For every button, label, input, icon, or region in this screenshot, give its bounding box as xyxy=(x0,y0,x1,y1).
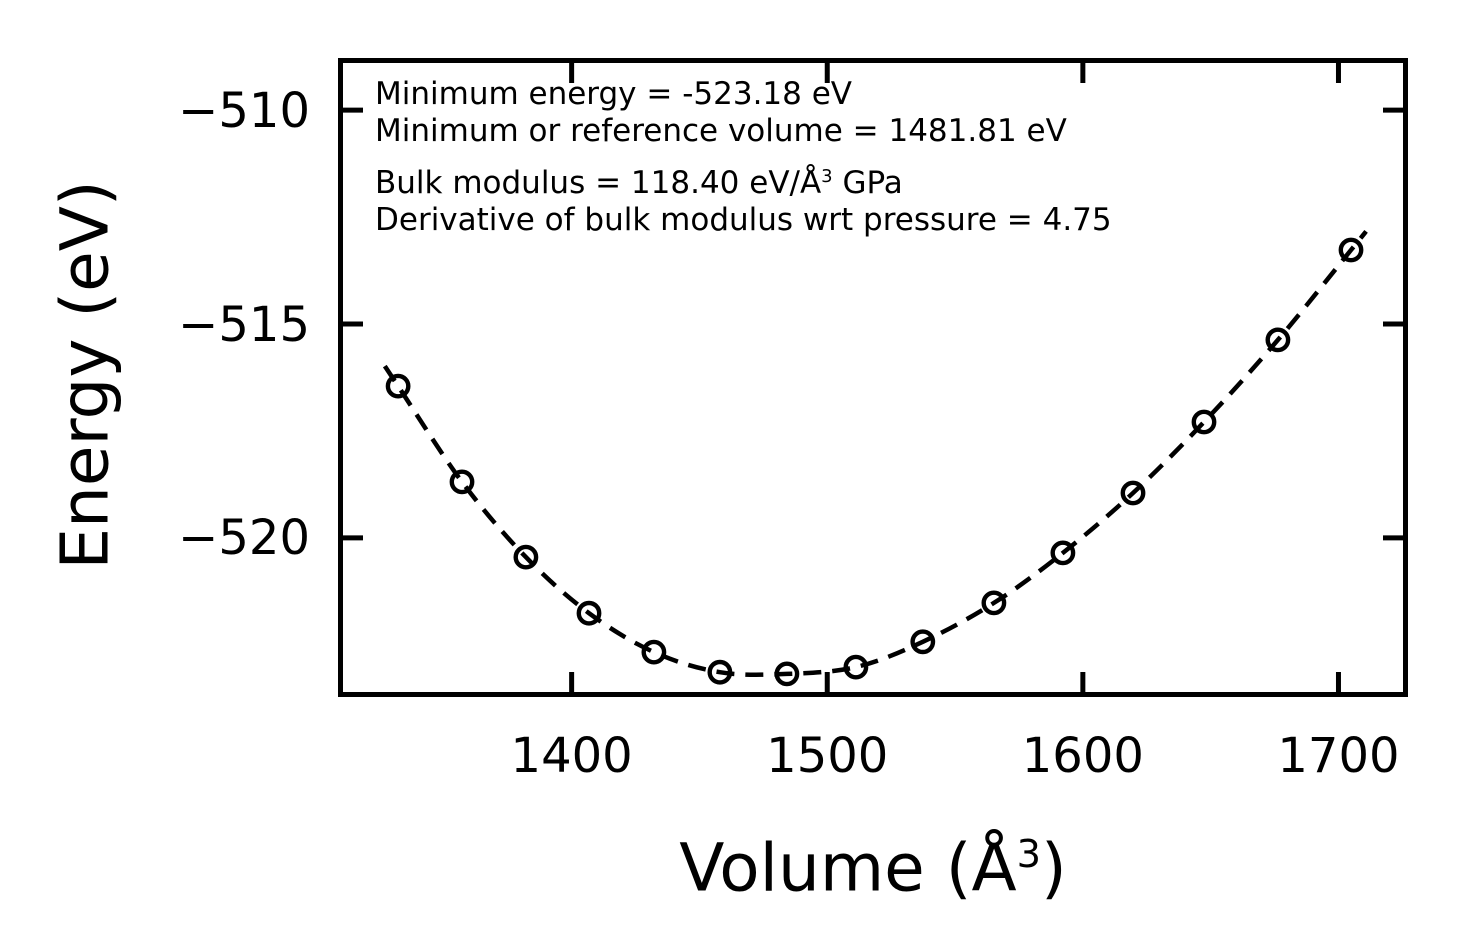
data-point-marker xyxy=(1338,237,1364,263)
eos-fit-line xyxy=(382,229,1368,677)
data-point-marker xyxy=(910,629,936,655)
annotation-bulk-modulus-unit: GPa xyxy=(832,165,903,202)
data-point-marker xyxy=(843,654,869,680)
y-tick-label-510: −510 xyxy=(178,82,310,139)
x-axis-label-superscript: 3 xyxy=(1016,832,1041,877)
plot-border xyxy=(338,58,1408,697)
data-point-marker xyxy=(1050,540,1076,566)
annotation-bulk-modulus-text: Bulk modulus = 118.40 eV/Å xyxy=(375,165,822,202)
annotation-min-volume: Minimum or reference volume = 1481.81 eV xyxy=(375,113,1067,149)
data-point-marker xyxy=(385,373,411,399)
data-point-marker xyxy=(576,600,602,626)
data-point-marker xyxy=(707,659,733,685)
data-point-marker xyxy=(1120,480,1146,506)
x-axis-label-text: Volume (Å xyxy=(679,829,1017,907)
annotation-bulk-modulus: Bulk modulus = 118.40 eV/Å3 GPa xyxy=(375,158,1112,202)
x-axis-label: Volume (Å3) xyxy=(679,816,1066,907)
annotation-block-minimum: Minimum energy = -523.18 eV Minimum or r… xyxy=(375,76,1067,150)
y-tick-label-520: −520 xyxy=(178,510,310,567)
annotation-superscript-3: 3 xyxy=(821,166,833,187)
data-point-marker xyxy=(641,639,667,665)
data-point-marker xyxy=(774,661,800,687)
x-tick-label-1700: 1700 xyxy=(1277,728,1400,784)
data-point-marker xyxy=(1191,409,1217,435)
data-point-marker xyxy=(513,544,539,570)
x-axis-label-close-paren: ) xyxy=(1040,829,1067,907)
annotation-block-modulus: Bulk modulus = 118.40 eV/Å3 GPa Derivati… xyxy=(375,158,1112,239)
annotation-min-energy: Minimum energy = -523.18 eV xyxy=(375,76,853,112)
annotation-bulk-modulus-derivative: Derivative of bulk modulus wrt pressure … xyxy=(375,202,1112,239)
data-point-marker xyxy=(981,590,1007,616)
x-tick-label-1500: 1500 xyxy=(766,728,889,784)
data-point-marker xyxy=(1265,327,1291,353)
data-point-marker xyxy=(449,469,475,495)
y-tick-label-515: −515 xyxy=(178,296,310,353)
x-tick-label-1400: 1400 xyxy=(510,728,633,784)
x-tick-label-1600: 1600 xyxy=(1021,728,1144,784)
